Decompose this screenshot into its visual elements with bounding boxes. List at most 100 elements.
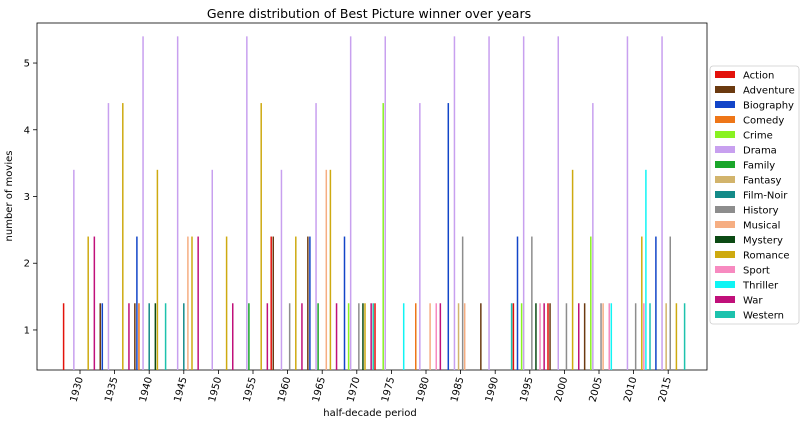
bar-romance-2015	[675, 303, 678, 370]
legend-label-film-noir: Film-Noir	[743, 191, 788, 202]
x-tick-label: 1955	[242, 376, 259, 403]
bar-drama-1960	[280, 169, 283, 370]
bar-adventure-1935	[99, 303, 101, 370]
bar-drama-2010	[626, 36, 629, 370]
legend-swatch-thriller	[715, 281, 735, 288]
bar-drama-1985	[453, 36, 456, 370]
bar-sport-1995	[539, 303, 541, 370]
bar-history-2015	[669, 236, 671, 370]
bar-history-1985	[461, 236, 464, 370]
bar-thriller-1975	[402, 303, 405, 370]
bar-war-1930	[93, 236, 96, 370]
legend-swatch-mystery	[715, 236, 735, 243]
bar-drama-1975	[384, 36, 386, 370]
y-tick-label: 4	[24, 125, 30, 136]
bars-group	[62, 36, 686, 370]
bar-film-noir-1940	[148, 303, 150, 370]
legend-swatch-family	[715, 161, 735, 168]
bar-history-1970	[358, 303, 360, 370]
bar-drama-1940	[142, 36, 144, 370]
legend-swatch-history	[715, 206, 735, 213]
x-tick-label: 1935	[103, 376, 120, 403]
bar-action-1960	[270, 236, 272, 370]
bar-history-2005	[600, 303, 602, 370]
bar-romance-1955	[260, 103, 262, 370]
bar-war-1965	[335, 303, 338, 370]
x-tick-label: 2005	[588, 376, 605, 403]
bar-musical-1980	[429, 303, 431, 370]
bar-fantasy-2015	[665, 303, 667, 370]
x-tick-label: 1975	[380, 376, 397, 403]
bar-western-1990	[510, 303, 513, 370]
y-tick-label: 1	[24, 325, 30, 336]
bar-family-1965	[317, 303, 319, 370]
bar-romance-1935	[122, 103, 124, 370]
x-tick-label: 1985	[449, 376, 466, 403]
bar-adventure-2005	[583, 303, 586, 370]
bar-crime-2005	[590, 236, 592, 370]
bar-war-1950	[232, 303, 234, 370]
bar-action-1930	[62, 303, 65, 370]
bar-war-1970	[370, 303, 372, 370]
legend-swatch-war	[715, 296, 735, 303]
legend-label-comedy: Comedy	[743, 116, 784, 127]
bar-drama-1945	[176, 36, 179, 370]
bar-adventure-1965	[307, 236, 309, 370]
bar-drama-1930	[73, 169, 75, 370]
bar-war-1995	[543, 303, 545, 370]
bar-war-1935	[128, 303, 130, 370]
bar-action-2000	[547, 303, 549, 370]
bar-drama-1955	[246, 36, 248, 370]
bar-history-2010	[634, 303, 637, 370]
bar-biography-1970	[343, 236, 346, 370]
bar-drama-1935	[107, 103, 110, 370]
legend-label-war: War	[743, 296, 763, 307]
bar-action-1995	[512, 303, 515, 370]
bar-sport-1980	[435, 303, 437, 370]
bar-war-1955	[266, 303, 269, 370]
legend-label-mystery: Mystery	[743, 236, 783, 247]
bar-comedy-1980	[415, 303, 417, 370]
legend-swatch-sport	[715, 266, 735, 273]
bar-fantasy-1985	[457, 303, 460, 370]
x-tick-label: 2010	[622, 376, 639, 403]
bar-musical-1965	[325, 169, 328, 370]
legend-label-drama: Drama	[743, 146, 777, 157]
x-axis-label: half-decade period	[323, 408, 417, 419]
bar-action-1975	[374, 303, 376, 370]
x-tick-label: 2015	[657, 376, 674, 403]
legend-swatch-drama	[715, 146, 735, 153]
bar-western-2010	[649, 303, 651, 370]
bar-mystery-1995	[535, 303, 537, 370]
bar-biography-1965	[309, 236, 311, 370]
x-tick-label: 2000	[553, 376, 570, 403]
bar-thriller-2010	[645, 169, 647, 370]
bar-romance-1945	[191, 236, 193, 370]
bar-drama-1965	[315, 103, 317, 370]
legend-swatch-western	[715, 311, 735, 318]
bar-sport-2005	[608, 303, 610, 370]
bar-mystery-1970	[362, 303, 364, 370]
bar-drama-2000	[557, 36, 559, 370]
bar-biography-1995	[516, 236, 519, 370]
bar-musical-1945	[187, 236, 189, 370]
x-tick-label: 1965	[311, 376, 328, 403]
legend-label-sport: Sport	[743, 266, 770, 277]
x-tick-label: 1995	[518, 376, 535, 403]
legend-swatch-film-noir	[715, 191, 735, 198]
bar-western-1940	[164, 303, 167, 370]
bar-drama-1990	[488, 36, 490, 370]
legend-swatch-comedy	[715, 116, 735, 123]
legend-swatch-musical	[715, 221, 735, 228]
bar-family-1955	[248, 303, 250, 370]
legend-swatch-adventure	[715, 86, 735, 93]
bar-romance-1960	[295, 236, 297, 370]
legend-swatch-biography	[715, 101, 735, 108]
bar-crime-1975	[382, 103, 384, 370]
x-tick-label: 1945	[172, 376, 189, 403]
x-axis: 1930 1935 1940 1945 1950 1955 1960 1965 1970 1975…	[69, 370, 674, 403]
bar-crime-1970	[347, 303, 350, 370]
x-tick-label: 1970	[345, 376, 362, 403]
y-tick-label: 5	[24, 59, 30, 70]
